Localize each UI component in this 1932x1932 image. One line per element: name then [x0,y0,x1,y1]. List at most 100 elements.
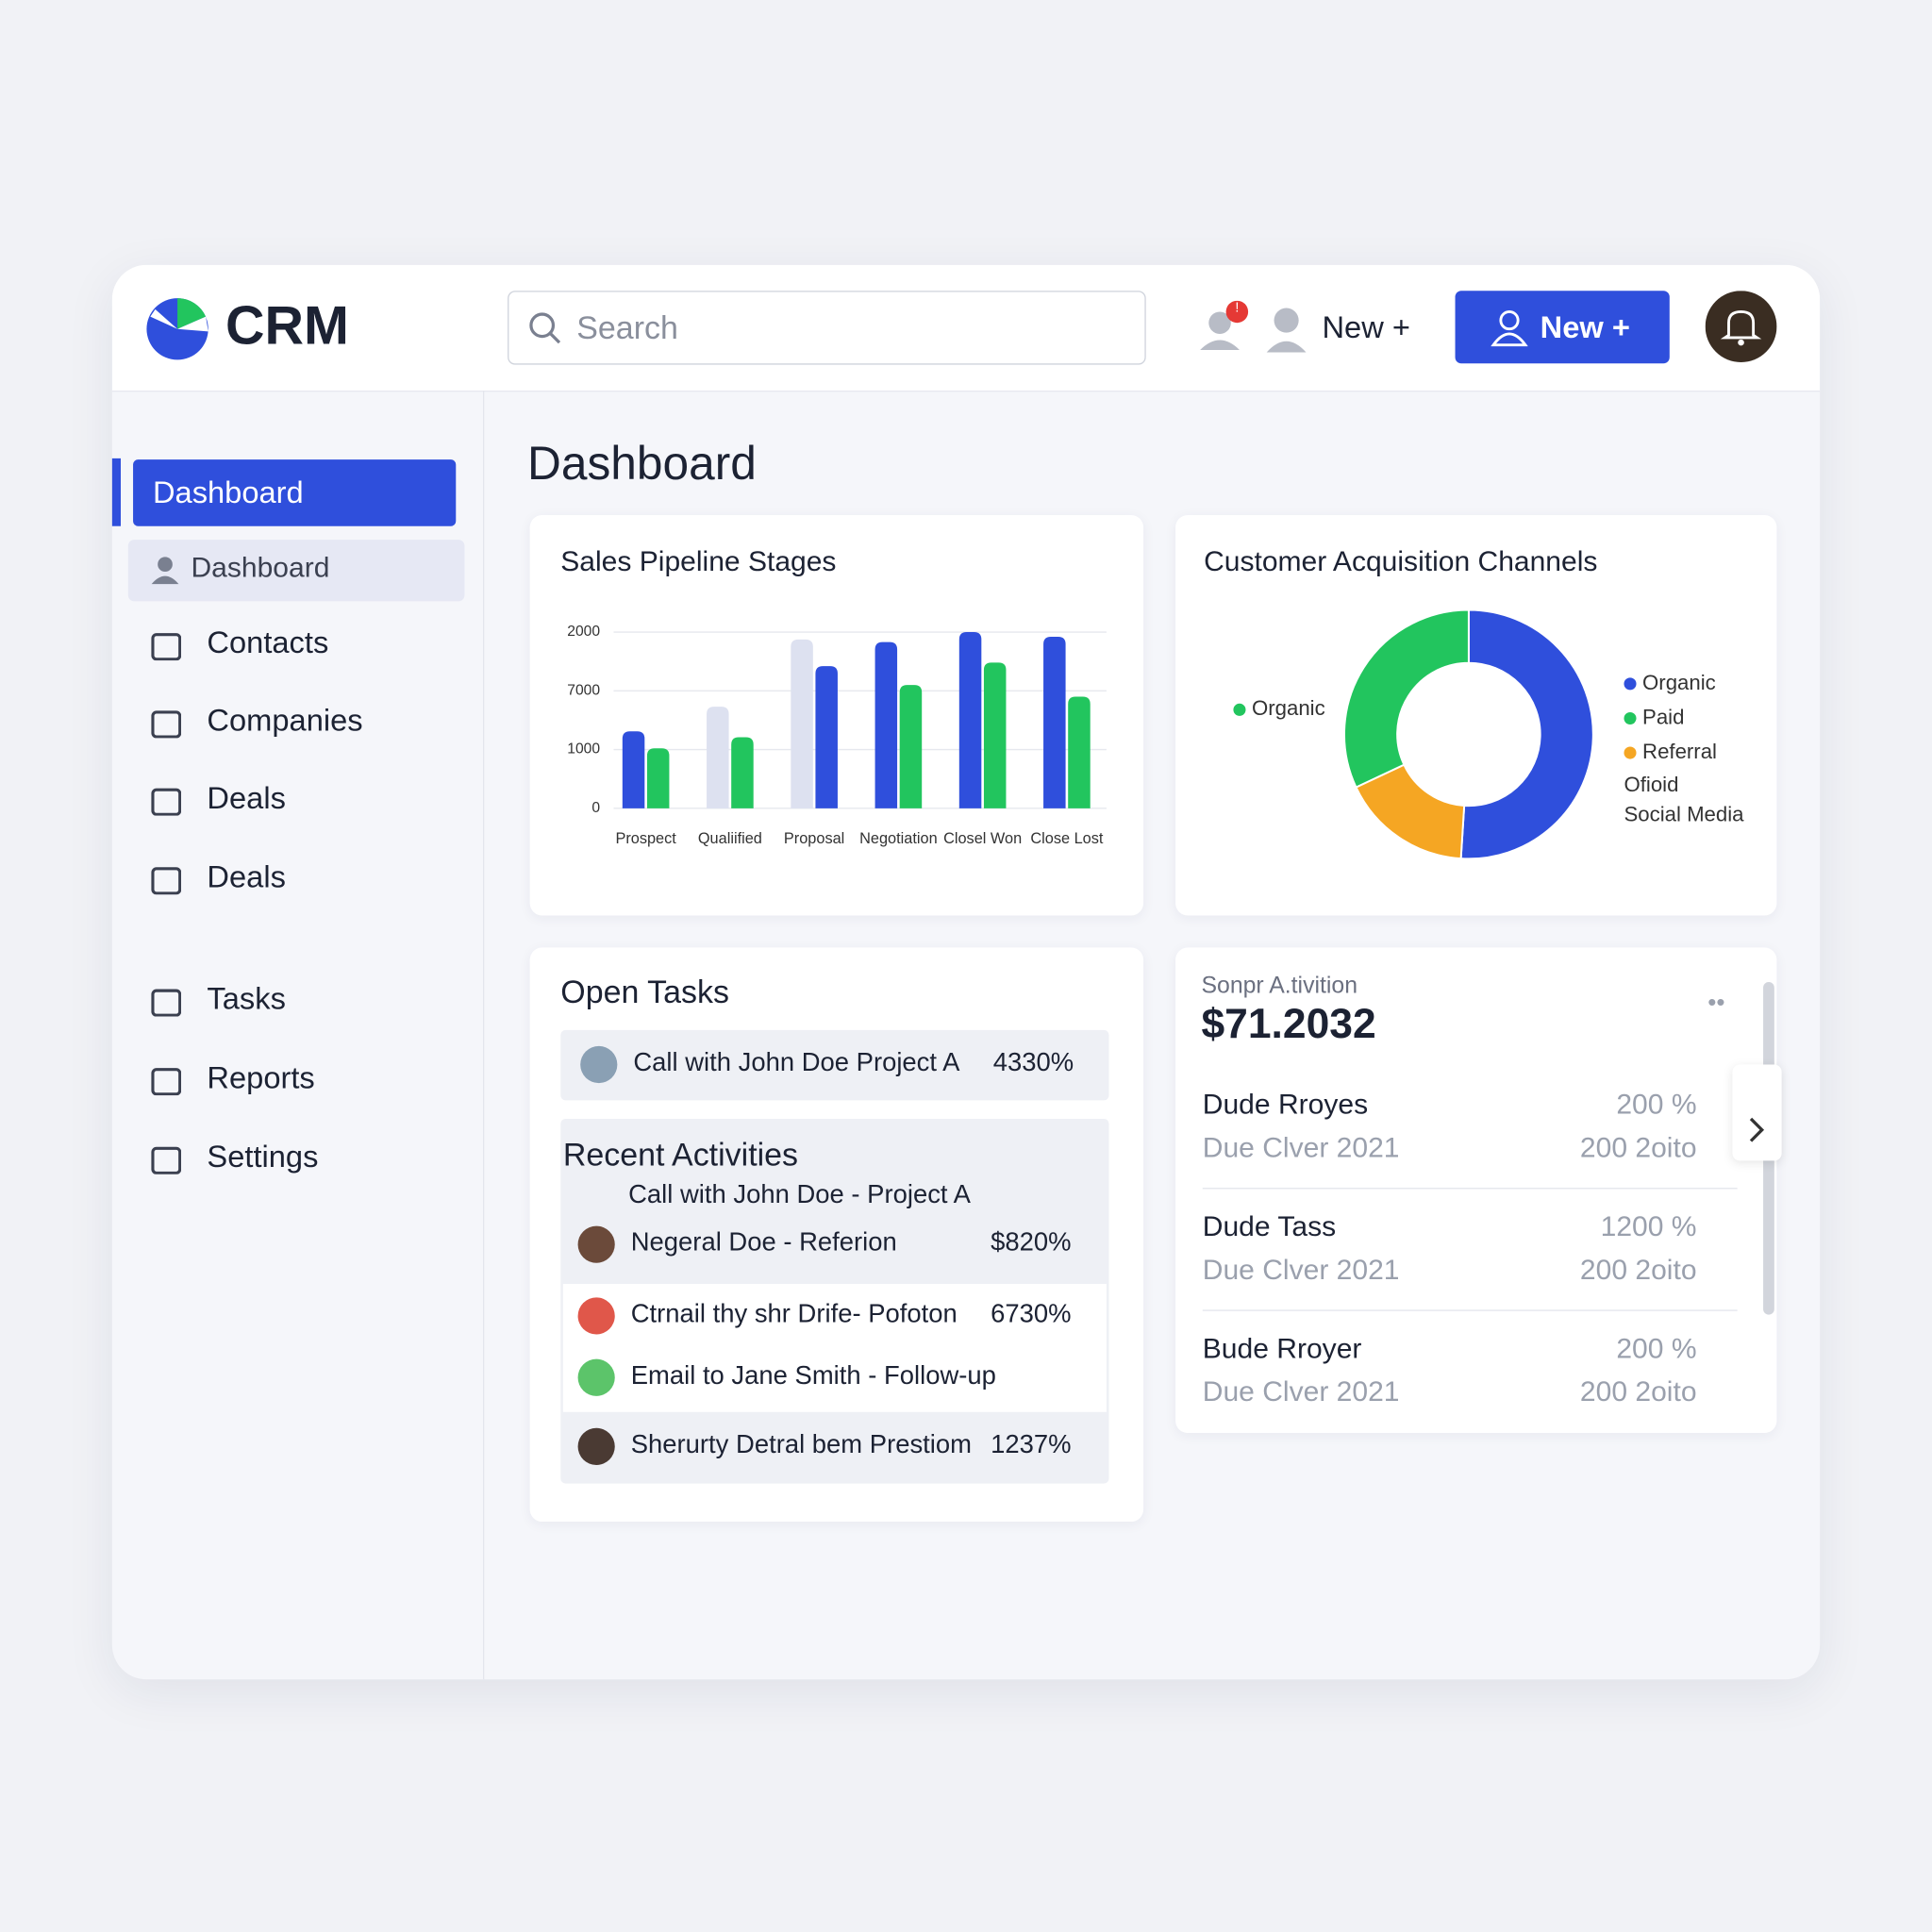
item-detail: 200 2oito [1579,1131,1697,1163]
row-value: 6730% [991,1299,1072,1328]
search-box[interactable] [508,291,1146,365]
open-tasks-title: Open Tasks [560,973,729,1011]
bell-avatar[interactable] [1705,291,1777,362]
legend-dot [1624,746,1637,759]
y-tick-label: 7000 [567,682,600,698]
row-value: $820% [991,1228,1072,1257]
more-menu[interactable]: •• [1707,989,1725,1017]
activity-amount: $71.2032 [1201,1000,1376,1048]
nav-item[interactable]: Companies [207,703,363,739]
y-tick-label: 2000 [567,624,600,640]
item-value: 200 % [1616,1331,1697,1364]
nav-selected[interactable] [127,540,465,602]
legend-label: Ofioid [1624,773,1678,796]
notification-badge: ! [1235,300,1240,316]
logo-icon [146,298,208,360]
bar [958,632,982,808]
bar [731,737,754,808]
next-button[interactable] [1732,1064,1782,1161]
bar [874,641,898,808]
item-title[interactable]: Dude Tass [1202,1209,1337,1242]
activities-highlight [562,1283,1107,1412]
divider [1202,1188,1738,1190]
bar [1043,637,1066,808]
legend-label: Referral [1642,740,1717,763]
item-value: 200 % [1616,1088,1697,1121]
chart-title: Sales Pipeline Stages [560,546,836,577]
row-text[interactable]: Call with John Doe Project A [633,1048,960,1077]
bar [1068,696,1091,808]
legend-dot [1624,711,1637,724]
x-tick-label: Proposal [784,830,844,847]
page-title: Dashboard [527,438,757,491]
nav-icon [151,710,181,739]
legend-label: Organic [1642,671,1716,694]
nav-item[interactable]: Contacts [207,625,329,661]
item-detail: 200 2oito [1579,1374,1697,1407]
x-tick-label: Negotiation [859,830,938,847]
x-tick-label: Prospect [615,830,676,847]
nav-item[interactable]: Tasks [207,981,286,1017]
nav-active[interactable] [133,459,457,526]
nav-item[interactable]: Dashboard [191,550,330,583]
legend-label: Paid [1642,705,1684,728]
nav-icon [151,867,181,895]
next-arrow [1749,1117,1765,1142]
x-tick-label: Close Lost [1030,830,1104,847]
avatar [577,1358,615,1396]
nav-icon [151,1146,181,1174]
nav-item[interactable]: Reports [207,1060,315,1096]
row-text[interactable]: Call with John Doe - Project A [628,1180,971,1209]
y-tick-label: 1000 [567,741,600,758]
avatar [580,1045,618,1084]
legend-label: Social Media [1624,803,1744,826]
new-link[interactable]: New + [1322,310,1410,345]
annotation: Organic [1252,696,1325,720]
bar [646,748,670,808]
recent-activities-title: Recent Activities [562,1136,799,1174]
search-icon [529,312,561,344]
logo-text: CRM [225,295,349,357]
nav-icon [151,1068,181,1096]
bar [899,685,923,808]
item-title[interactable]: Dude Rroyes [1202,1088,1369,1121]
sidebar-divider [482,391,485,1680]
new-button-label: New + [1540,310,1630,345]
x-tick-label: Qualiified [698,830,762,847]
chart-title: Customer Acquisition Channels [1204,546,1597,577]
new-button-icon [1491,310,1528,347]
nav-icon [151,633,181,661]
nav-item[interactable]: Deals [207,859,286,895]
item-value: 1200 % [1600,1209,1697,1242]
donut-slice [1355,763,1466,860]
bar [622,731,645,808]
row-text[interactable]: Ctrnail thy shr Drife- Pofoton [630,1299,958,1328]
nav-item[interactable]: Settings [207,1140,319,1174]
row-text[interactable]: Sherurty Detral bem Prestiom [630,1430,972,1459]
bar [707,707,729,808]
row-value: 1237% [991,1430,1072,1459]
donut-slice [1343,608,1470,789]
item-title[interactable]: Bude Rroyer [1202,1331,1362,1364]
row-text[interactable]: Negeral Doe - Referion [630,1228,897,1257]
bar [791,639,813,808]
donut-slice [1459,608,1594,860]
bar [815,666,838,808]
item-subtitle: Due Clver 2021 [1202,1253,1400,1286]
new-button[interactable] [1455,291,1670,364]
nav-icon [151,989,181,1017]
activity-card [1175,947,1777,1434]
x-tick-label: Closel Won [943,830,1022,847]
nav-item[interactable]: Deals [207,781,286,816]
legend-dot [1624,677,1637,691]
bar [983,662,1007,808]
annotation-dot [1233,703,1246,716]
row-value: 4330% [992,1048,1074,1077]
nav-active-label: Dashboard [152,475,304,510]
divider [1202,1309,1738,1311]
users-icon[interactable] [1195,300,1319,355]
row-text[interactable]: Email to Jane Smith - Follow-up [630,1361,996,1391]
